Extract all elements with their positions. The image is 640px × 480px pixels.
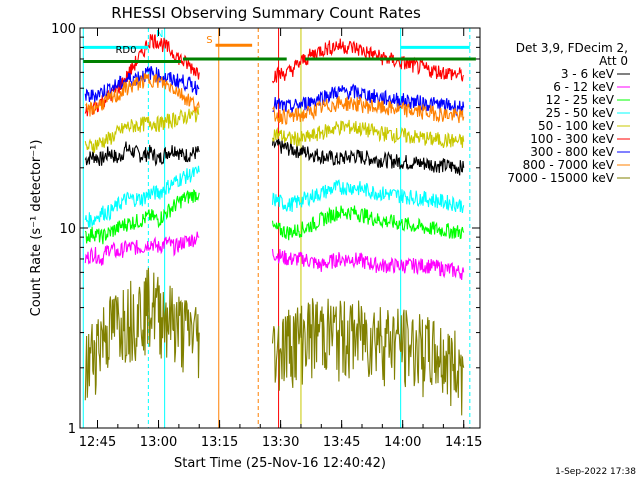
series-line-3-seg-1	[271, 179, 465, 213]
legend-label-3: 25 - 50 keV	[546, 106, 615, 120]
legend-label-7: 800 - 7000 keV	[523, 158, 615, 172]
legend-label-6: 300 - 800 keV	[530, 145, 614, 159]
series-line-2-seg-0	[84, 188, 200, 245]
x-tick-label-0: 12:45	[79, 435, 116, 450]
series-line-0-seg-1	[271, 137, 465, 176]
plot-area: N S RD0	[82, 28, 476, 428]
x-axis: 12:45 13:00 13:15 13:30 13:45 14:00 14:15	[79, 28, 482, 450]
x-axis-label: Start Time (25-Nov-16 12:40:42)	[174, 456, 386, 471]
series-line-2-seg-1	[271, 205, 465, 241]
legend-label-2: 12 - 25 keV	[546, 93, 615, 107]
series-line-1-seg-0	[84, 231, 200, 266]
series-line-6-seg-1	[272, 83, 465, 117]
series-line-1-seg-1	[271, 248, 465, 281]
annotation-s: S	[206, 35, 212, 46]
series-line-7-seg-0	[85, 73, 200, 117]
x-tick-label-5: 14:00	[384, 435, 421, 450]
series-line-7-seg-1	[272, 95, 465, 126]
series-line-0-seg-0	[84, 141, 200, 167]
x-tick-label-1: 13:00	[140, 435, 177, 450]
x-tick-label-3: 13:30	[262, 435, 299, 450]
legend-header-1: Det 3,9, FDecim 2,	[516, 41, 628, 55]
legend-label-8: 7000 - 15000 keV	[507, 171, 614, 185]
y-axis: 1 10 100	[51, 22, 480, 437]
series-line-4-seg-0	[84, 107, 200, 154]
series-line-8-seg-0	[84, 267, 200, 401]
series-line-5-seg-1	[272, 38, 465, 84]
legend-header-2: Att 0	[599, 54, 628, 68]
legend-label-5: 100 - 300 keV	[530, 132, 614, 146]
series-line-3-seg-0	[84, 165, 200, 228]
annotation-n: N	[156, 29, 163, 40]
series-line-8-seg-1	[271, 298, 465, 416]
timestamp: 1-Sep-2022 17:38	[555, 467, 636, 477]
chart-title: RHESSI Observing Summary Count Rates	[111, 4, 421, 22]
series-line-4-seg-1	[271, 119, 465, 148]
legend-label-0: 3 - 6 keV	[561, 67, 615, 81]
legend-label-1: 6 - 12 keV	[553, 80, 615, 94]
y-tick-label-1: 10	[59, 222, 76, 237]
y-tick-label-0: 1	[68, 422, 76, 437]
x-tick-label-6: 14:15	[445, 435, 482, 450]
x-tick-label-2: 13:15	[201, 435, 238, 450]
y-axis-label: Count Rate (s⁻¹ detector⁻¹)	[29, 140, 44, 317]
x-tick-label-4: 13:45	[323, 435, 360, 450]
annotation-rd0: RD0	[115, 45, 136, 56]
y-tick-label-2: 100	[51, 22, 76, 37]
legend-label-4: 50 - 100 keV	[538, 119, 615, 133]
